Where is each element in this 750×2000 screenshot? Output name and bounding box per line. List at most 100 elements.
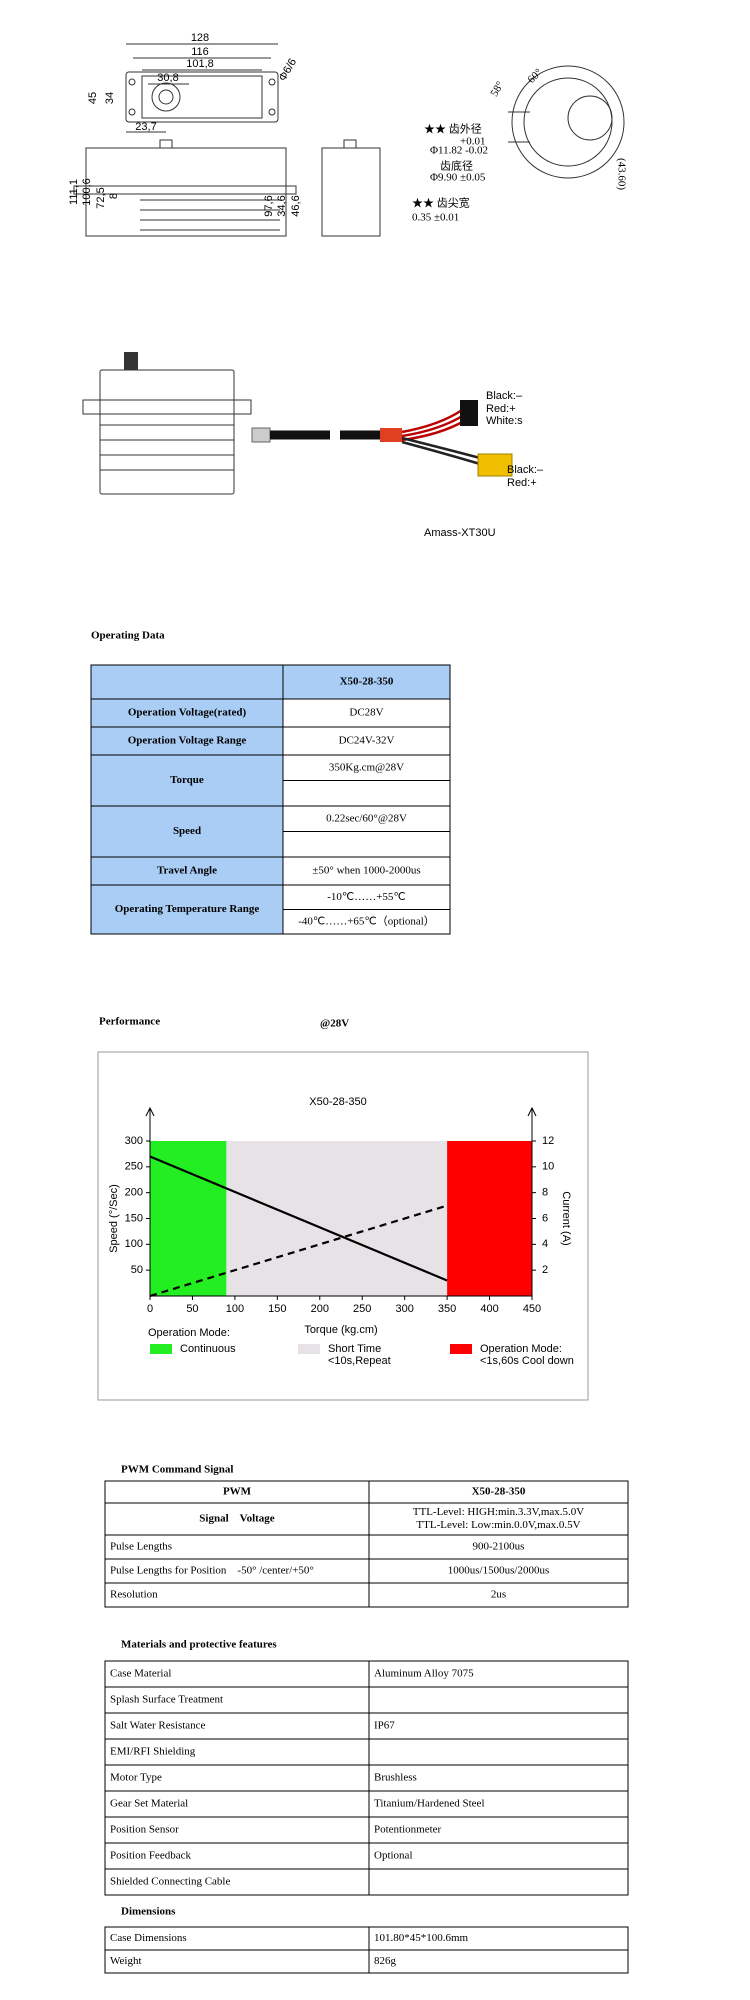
dimension-label: 30,8	[157, 72, 178, 84]
row-label: EMI/RFI Shielding	[110, 1746, 196, 1758]
table-cell	[90, 664, 284, 700]
y2-tick-label: 10	[542, 1161, 554, 1173]
dimension-label: 128	[191, 32, 209, 44]
row-value: DC24V-32V	[339, 735, 395, 747]
dimension-label: 97,6	[263, 195, 275, 216]
wire-label: Black:–	[486, 390, 523, 402]
dimension-label: 34	[104, 92, 116, 104]
wire-label: Red:+	[507, 477, 537, 489]
row-value: IP67	[374, 1720, 395, 1732]
row-value: 826g	[374, 1955, 397, 1967]
table-header: PWM	[223, 1486, 252, 1498]
row-value: 900-2100us	[473, 1541, 525, 1553]
y2-tick-label: 8	[542, 1187, 548, 1199]
gear-label: (43.60)	[615, 158, 627, 190]
row-value: 101.80*45*100.6mm	[374, 1932, 469, 1944]
row-value: DC28V	[349, 707, 383, 719]
table-cell	[368, 1534, 629, 1560]
table-cell	[104, 1502, 370, 1536]
series-line	[149, 1155, 448, 1282]
legend-label: Operation Mode:	[480, 1343, 562, 1355]
legend-swatch	[450, 1344, 472, 1354]
y2-tick-label: 6	[542, 1212, 548, 1224]
row-value: TTL-Level: HIGH:min.3.3V,max.5.0V	[413, 1506, 585, 1518]
row-value: 0.22sec/60°@28V	[326, 812, 407, 824]
row-label: Pulse Lengths	[110, 1541, 172, 1553]
section-title: Performance	[99, 1016, 160, 1028]
row-label: Splash Surface Treatment	[110, 1694, 223, 1706]
table-cell	[90, 805, 284, 858]
row-label: Gear Set Material	[110, 1798, 188, 1810]
dimension-label: 100,6	[81, 178, 93, 206]
gear-label: Φ9.90 ±0.05	[430, 172, 486, 184]
y2-tick-label: 4	[542, 1238, 548, 1250]
table-cell	[282, 780, 451, 807]
row-value: Titanium/Hardened Steel	[374, 1798, 485, 1810]
row-value: -10℃……+55℃	[327, 891, 406, 903]
section-title: Dimensions	[121, 1906, 176, 1918]
y-tick-label: 150	[125, 1212, 143, 1224]
dimension-label: Φ6/6	[277, 57, 299, 84]
y-tick-label: 250	[125, 1161, 143, 1173]
chart-title: X50-28-350	[309, 1096, 367, 1108]
dimension-label: 45	[87, 92, 99, 104]
y-tick-label: 50	[131, 1264, 143, 1276]
row-value: Potentionmeter	[374, 1824, 442, 1836]
row-label: Position Feedback	[110, 1850, 191, 1862]
row-label: Torque	[170, 774, 204, 786]
gear-label: +0.01	[460, 136, 485, 148]
table-cell	[368, 1502, 629, 1536]
y-axis-title: Speed (°/Sec)	[108, 1184, 120, 1253]
table-cell	[90, 726, 284, 756]
table-cell	[368, 1949, 629, 1974]
legend-swatch	[150, 1344, 172, 1354]
series-line	[149, 1204, 448, 1298]
dimension-label: 34,6	[276, 195, 288, 216]
table-cell	[368, 1558, 629, 1584]
table-cell	[90, 754, 284, 807]
gear-label: 0.35 ±0.01	[412, 212, 459, 224]
legend-title: Operation Mode:	[148, 1327, 230, 1339]
x-tick-label: 150	[268, 1303, 286, 1315]
dimension-label: 23,7	[135, 121, 156, 133]
table-cell	[368, 1738, 629, 1766]
dimension-label: 8	[108, 193, 120, 199]
row-label: Travel Angle	[157, 865, 217, 877]
legend-label: Continuous	[180, 1343, 236, 1355]
table-cell	[368, 1868, 629, 1896]
gear-label: 58°	[488, 79, 506, 98]
dimension-label: 116	[191, 46, 209, 58]
section-subtitle: @28V	[320, 1018, 349, 1030]
table-cell	[104, 1868, 370, 1896]
servo-front-view	[73, 139, 381, 237]
row-label: Salt Water Resistance	[110, 1720, 206, 1732]
gear-label: 齿底径	[440, 159, 473, 173]
x-tick-label: 250	[353, 1303, 371, 1315]
section-title: Operating Data	[91, 630, 165, 642]
servo-top-view	[125, 43, 279, 133]
table-cell	[90, 698, 284, 728]
row-label: Resolution	[110, 1589, 158, 1601]
y2-tick-label: 2	[542, 1264, 548, 1276]
y-tick-label: 300	[125, 1135, 143, 1147]
x-tick-label: 50	[186, 1303, 198, 1315]
wire-label: White:s	[486, 415, 523, 427]
row-value: 350Kg.cm@28V	[329, 761, 404, 773]
row-value: Brushless	[374, 1772, 417, 1784]
row-label: Shielded Connecting Cable	[110, 1876, 230, 1888]
table-cell	[368, 1686, 629, 1714]
section-title: PWM Command Signal	[121, 1464, 233, 1476]
table-cell	[368, 1712, 629, 1740]
x-tick-label: 100	[226, 1303, 244, 1315]
row-label: Operating Temperature Range	[115, 903, 260, 915]
table-cell	[104, 1582, 370, 1608]
dimension-label: 72,5	[95, 187, 107, 208]
x-axis-title: Torque (kg.cm)	[304, 1324, 377, 1336]
wire-label: Black:–	[507, 464, 544, 476]
y2-tick-label: 12	[542, 1135, 554, 1147]
gear-label: ★★ 齿尖宽	[412, 196, 470, 210]
table-cell	[282, 884, 451, 910]
table-cell	[104, 1534, 370, 1560]
dimension-label: 111,1	[68, 179, 80, 205]
